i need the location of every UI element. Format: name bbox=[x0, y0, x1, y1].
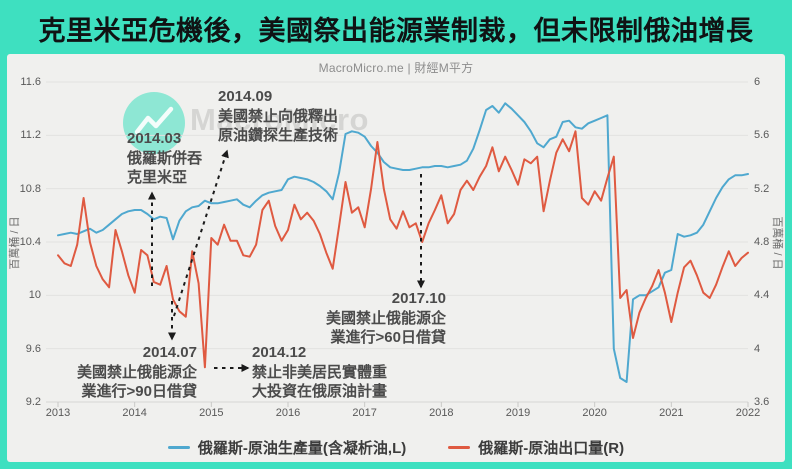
x-axis-label: 2013 bbox=[45, 407, 71, 419]
annotation-crimea: 2014.03 俄羅斯併吞 克里米亞 bbox=[127, 130, 203, 186]
x-axis-label: 2018 bbox=[429, 407, 454, 419]
right-axis-tick: 5.2 bbox=[754, 182, 770, 195]
annotation-invest-ban: 2014.12 禁止非美居民實體重 大投資在俄原油計畫 bbox=[252, 344, 388, 400]
legend-swatch-exports-line bbox=[448, 445, 471, 449]
x-axis-label: 2015 bbox=[199, 407, 224, 419]
annotation-tech-ban: 2014.09 美國禁止向俄釋出 原油鑽探生產技術 bbox=[218, 88, 339, 144]
source-attribution: MacroMicro.me | 財經M平方 bbox=[318, 61, 474, 75]
left-axis-tick: 9.6 bbox=[25, 342, 41, 355]
right-axis-tick: 4.8 bbox=[754, 236, 770, 248]
legend-item-production[interactable]: 俄羅斯-原油生產量(含凝析油,L) bbox=[167, 437, 407, 458]
legend-item-exports[interactable]: 俄羅斯-原油出口量(R) bbox=[448, 437, 624, 458]
x-axis-label: 2017 bbox=[352, 407, 377, 419]
annotation-loan-90: 2014.07 美國禁止俄能源企 業進行>90日借貸 bbox=[76, 344, 197, 400]
left-axis-tick: 11.6 bbox=[20, 76, 41, 88]
legend-swatch-production-line bbox=[167, 445, 190, 449]
x-axis-label: 2019 bbox=[505, 407, 531, 419]
x-axis-label: 2020 bbox=[582, 407, 607, 419]
right-axis-tick: 6 bbox=[754, 76, 761, 88]
annotation-loan-60: 2017.10 美國禁止俄能源企 業進行>60日借貸 bbox=[325, 290, 446, 346]
page-title: 克里米亞危機後，美國祭出能源業制裁，但未限制俄油增長 bbox=[38, 15, 754, 46]
right-axis-tick: 5.6 bbox=[754, 129, 770, 142]
left-axis-tick: 10.8 bbox=[19, 182, 41, 195]
right-axis-tick: 3.6 bbox=[754, 396, 770, 408]
x-axis-label: 2021 bbox=[659, 407, 684, 419]
left-axis-tick: 10.4 bbox=[19, 236, 41, 248]
right-axis-tick: 4.4 bbox=[754, 289, 770, 302]
x-axis-label: 2022 bbox=[735, 407, 761, 419]
right-axis-tick: 4 bbox=[754, 342, 761, 355]
legend-label-exports: 俄羅斯-原油出口量(R) bbox=[478, 439, 625, 457]
x-axis-label: 2016 bbox=[275, 407, 301, 419]
legend-label-production: 俄羅斯-原油生產量(含凝析油,L) bbox=[197, 439, 407, 457]
left-axis-tick: 11.2 bbox=[20, 129, 41, 142]
left-axis-tick: 10 bbox=[28, 289, 41, 302]
left-axis-tick: 9.2 bbox=[25, 396, 41, 408]
x-axis-label: 2014 bbox=[122, 407, 147, 419]
legend: 俄羅斯-原油生產量(含凝析油,L) 俄羅斯-原油出口量(R) bbox=[0, 436, 792, 458]
